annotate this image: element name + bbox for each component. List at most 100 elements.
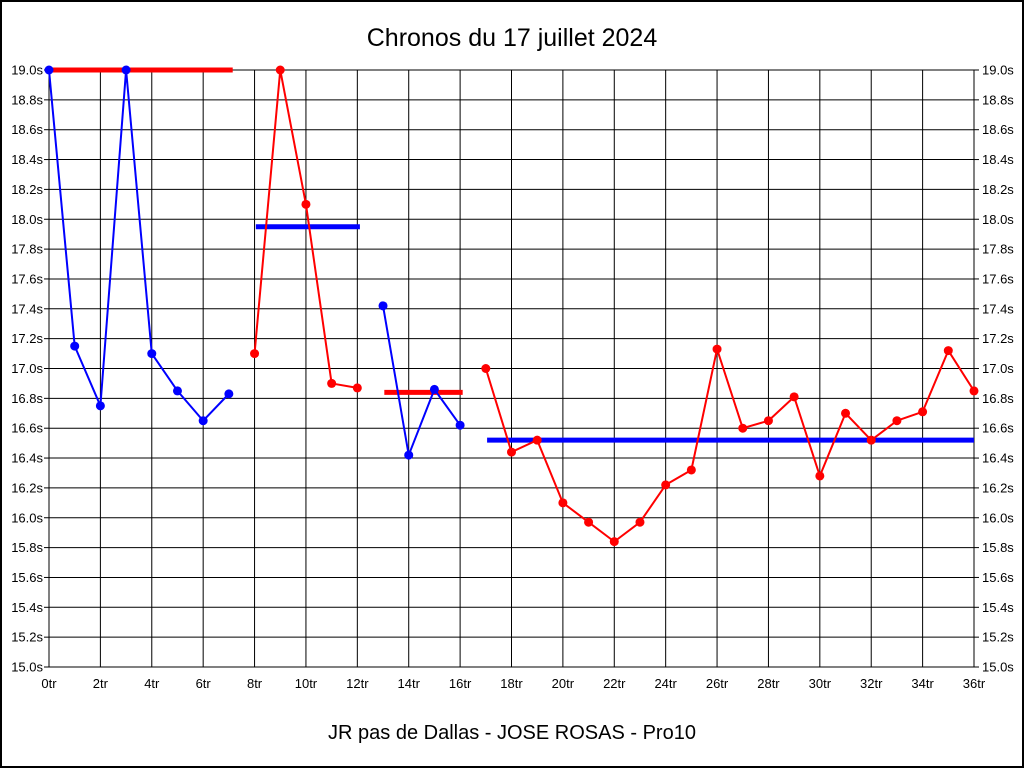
run-4-red-point <box>584 517 594 527</box>
x-axis-label: 32tr <box>860 676 883 691</box>
y-axis-label-right: 15.8s <box>982 540 1014 555</box>
y-axis-label-left: 16.6s <box>11 421 43 436</box>
y-axis-label-left: 17.4s <box>11 301 43 316</box>
x-axis-label: 20tr <box>552 676 575 691</box>
y-axis-label-right: 17.8s <box>982 242 1014 257</box>
y-axis-label-right: 16.6s <box>982 421 1014 436</box>
x-axis-label: 6tr <box>196 676 212 691</box>
y-axis-label-right: 16.2s <box>982 480 1014 495</box>
run-3-blue-point <box>378 301 388 311</box>
run-4-red-point <box>763 416 773 426</box>
y-axis-label-right: 15.4s <box>982 600 1014 615</box>
run-4-red-point <box>481 364 491 373</box>
y-axis-label-right: 15.0s <box>982 660 1014 675</box>
x-axis-label: 8tr <box>247 676 263 691</box>
y-axis-label-right: 17.0s <box>982 361 1014 376</box>
run-4-red-point <box>918 407 928 417</box>
plot-frame <box>48 69 975 668</box>
run-2-red-point <box>352 383 362 393</box>
y-axis-label-left: 16.8s <box>11 391 43 406</box>
run-4-red-point <box>943 346 953 356</box>
y-axis-label-right: 17.6s <box>982 271 1014 286</box>
y-axis-label-left: 18.6s <box>11 122 43 137</box>
y-axis-label-right: 18.0s <box>982 212 1014 227</box>
y-axis-label-right: 15.6s <box>982 570 1014 585</box>
x-axis-label: 16tr <box>449 676 472 691</box>
x-axis-label: 18tr <box>500 676 523 691</box>
y-axis-label-left: 17.6s <box>11 271 43 286</box>
run-1-blue-point <box>95 401 105 411</box>
run-1-blue-line <box>48 69 230 422</box>
y-axis-label-right: 16.4s <box>982 451 1014 466</box>
x-axis-label: 22tr <box>603 676 626 691</box>
chart-caption: JR pas de Dallas - JOSE ROSAS - Pro10 <box>328 722 696 744</box>
y-axis-label-left: 16.4s <box>11 451 43 466</box>
y-axis-label-right: 18.4s <box>982 152 1014 167</box>
run-3-blue-point <box>404 450 414 460</box>
x-axis-label: 36tr <box>963 676 986 691</box>
run-4-red-point <box>738 423 748 433</box>
y-axis-label-left: 18.8s <box>11 92 43 107</box>
y-axis-label-left: 18.0s <box>11 212 43 227</box>
run-4-red-point <box>532 435 542 445</box>
y-axis-label-right: 18.8s <box>982 92 1014 107</box>
y-axis-label-right: 18.6s <box>982 122 1014 137</box>
run-4-red-line <box>484 348 975 543</box>
y-axis-label-left: 15.6s <box>11 570 43 585</box>
y-axis-label-right: 15.2s <box>982 630 1014 645</box>
x-axis-label: 4tr <box>144 676 160 691</box>
run-2-red-point <box>301 199 311 209</box>
run-1-blue-point <box>121 65 131 75</box>
run-1-blue-point <box>44 65 54 75</box>
x-axis-label: 30tr <box>809 676 832 691</box>
x-axis-label: 14tr <box>398 676 421 691</box>
run-4-red-point <box>686 465 696 475</box>
y-axis-label-left: 15.4s <box>11 600 43 615</box>
run-4-red-point <box>866 435 876 445</box>
x-axis-label: 2tr <box>93 676 109 691</box>
y-axis-label-left: 17.0s <box>11 361 43 376</box>
run-4-red-point <box>969 386 979 396</box>
run-4-red-point <box>661 480 671 490</box>
y-axis-label-left: 16.2s <box>11 480 43 495</box>
run-2-red-point <box>327 378 337 388</box>
x-axis-label: 34tr <box>911 676 934 691</box>
run-3-blue-point <box>429 384 439 394</box>
y-axis-label-left: 19.0s <box>11 63 43 78</box>
run-1-blue-point <box>198 416 208 426</box>
run-2-red-point <box>275 65 285 75</box>
y-axis-label-left: 16.0s <box>11 510 43 525</box>
y-axis-label-right: 19.0s <box>982 63 1014 78</box>
run-4-red-point <box>841 408 851 418</box>
x-axis-label: 0tr <box>41 676 57 691</box>
run-3-blue-point <box>455 420 465 430</box>
chart-title: Chronos du 17 juillet 2024 <box>366 24 658 52</box>
y-axis-label-left: 17.8s <box>11 242 43 257</box>
y-axis-label-right: 16.0s <box>982 510 1014 525</box>
run-4-red-point <box>815 471 825 481</box>
x-axis-label: 28tr <box>757 676 780 691</box>
run-4-red-point <box>507 447 516 457</box>
run-3-blue-line <box>382 304 462 457</box>
y-axis-label-left: 17.2s <box>11 331 43 346</box>
y-axis-label-left: 18.2s <box>11 182 43 197</box>
run-1-blue-point <box>172 386 182 396</box>
run-4-red-point <box>609 537 619 547</box>
y-axis-label-left: 15.8s <box>11 540 43 555</box>
run-4-red-point <box>892 416 902 426</box>
y-axis-label-left: 15.0s <box>11 660 43 675</box>
run-4-red-point <box>635 517 645 527</box>
y-axis-label-right: 17.2s <box>982 331 1014 346</box>
y-axis-label-left: 15.2s <box>11 630 43 645</box>
run-4-red-point <box>558 498 568 508</box>
run-1-blue-point <box>147 349 157 359</box>
x-axis-label: 12tr <box>346 676 369 691</box>
x-axis-label: 24tr <box>654 676 677 691</box>
y-axis-label-right: 18.2s <box>982 182 1014 197</box>
x-axis-label: 10tr <box>295 676 318 691</box>
run-4-red-point <box>789 392 799 402</box>
run-1-blue-point <box>224 389 234 399</box>
y-axis-label-right: 16.8s <box>982 391 1014 406</box>
